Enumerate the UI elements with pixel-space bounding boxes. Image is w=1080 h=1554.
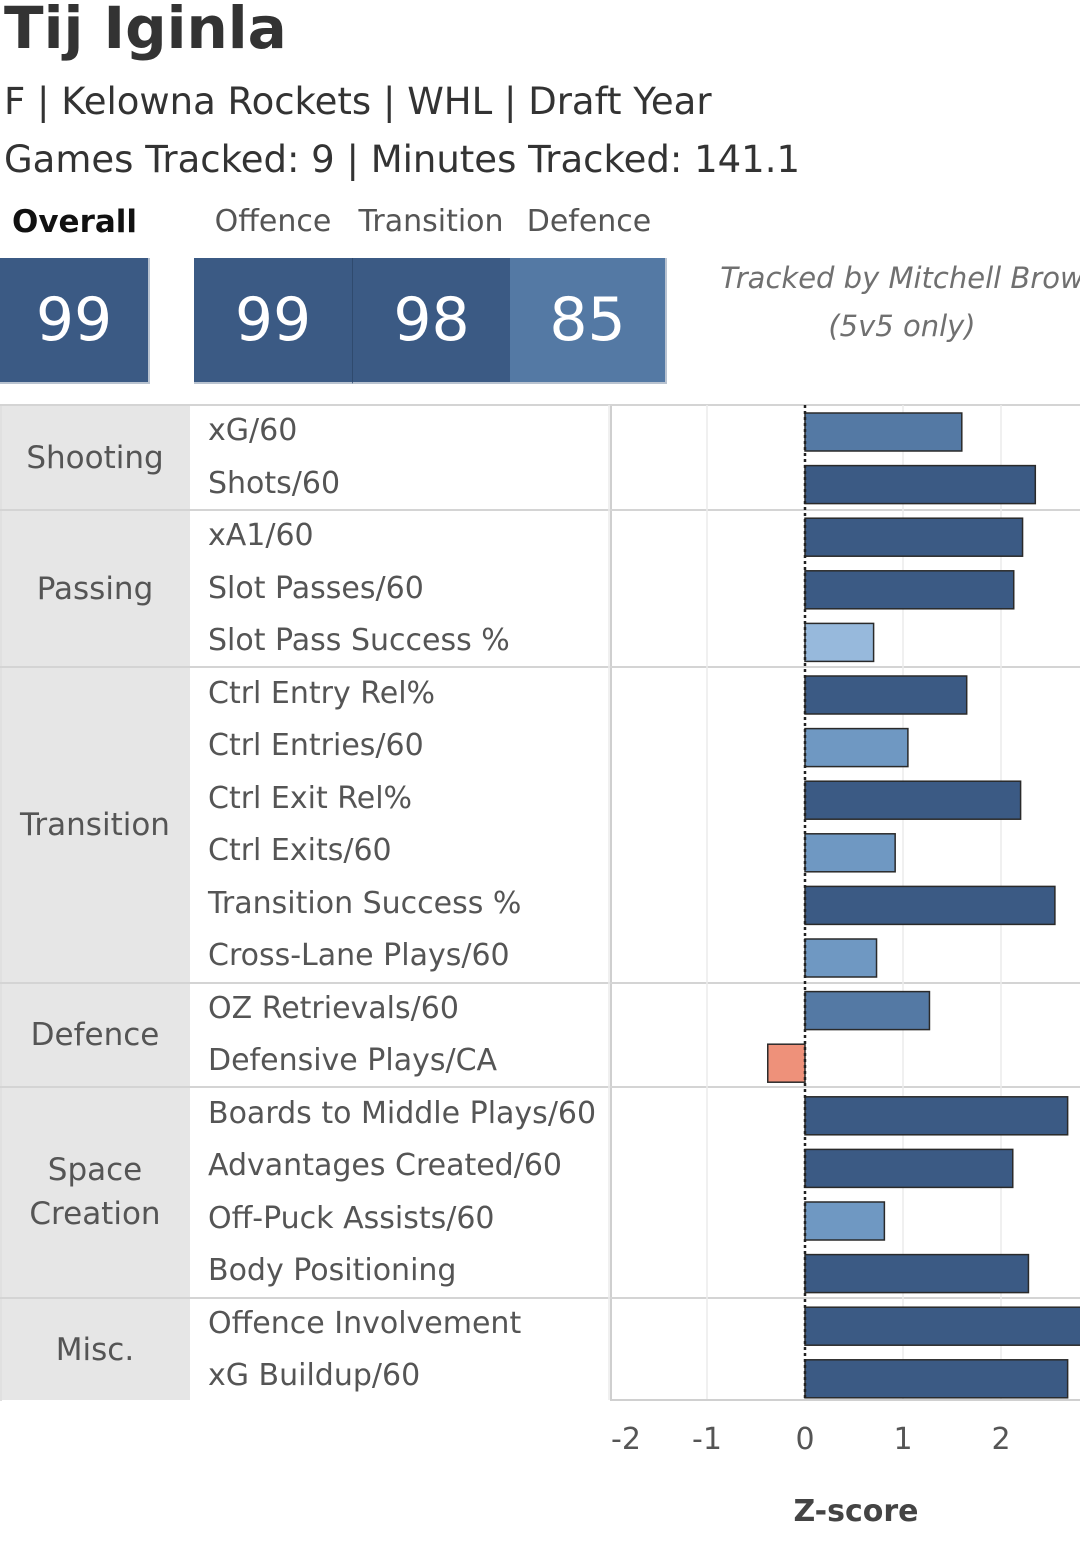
metric-label: Cross-Lane Plays/60 [208, 938, 510, 973]
tracking-summary: Games Tracked: 9 | Minutes Tracked: 141.… [4, 138, 801, 181]
category-shooting: Shooting [26, 440, 164, 476]
defence-header: Defence [526, 204, 652, 239]
group-divider [0, 404, 1080, 406]
bar-transition-success- [804, 885, 1056, 926]
bar-slot-passes-60 [804, 570, 1015, 610]
overall-header: Overall [12, 204, 138, 240]
offence-header: Offence [214, 204, 332, 239]
category-passing: Passing [36, 571, 154, 607]
bar-oz-retrievals-60 [804, 990, 931, 1031]
table-left-border [0, 405, 2, 1401]
offence-score: 99 [194, 258, 352, 384]
metric-label: xG Buildup/60 [208, 1358, 421, 1393]
player-meta: F | Kelowna Rockets | WHL | Draft Year [4, 80, 712, 123]
group-divider [0, 982, 1080, 984]
defence-score: 85 [510, 258, 667, 384]
group-divider [0, 509, 1080, 511]
bar-ctrl-entry-rel- [804, 675, 968, 715]
bar-ctrl-entries-60 [804, 727, 909, 768]
x-axis-label: Z-score [793, 1494, 919, 1529]
metric-label: Transition Success % [208, 886, 522, 921]
metric-label: Advantages Created/60 [208, 1148, 563, 1183]
category-defence: Defence [30, 1017, 160, 1053]
bar-shots-60 [804, 464, 1037, 505]
metric-label: Body Positioning [208, 1253, 457, 1288]
table-divider [610, 405, 612, 1401]
bar-xg-buildup-60 [804, 1359, 1069, 1399]
metric-label: Offence Involvement [208, 1306, 522, 1341]
transition-header: Transition [358, 204, 504, 239]
tracking-credit: Tracked by Mitchell Brow (5v5 only) [672, 254, 1080, 350]
metric-label: Boards to Middle Plays/60 [208, 1096, 597, 1131]
category-column [0, 406, 190, 1400]
metric-label: xG/60 [208, 413, 298, 448]
metric-label: xA1/60 [208, 518, 314, 553]
group-divider [0, 666, 1080, 668]
overall-score: 99 [0, 258, 150, 384]
category-misc: Misc. [55, 1332, 135, 1368]
bar-defensive-plays-ca [767, 1043, 806, 1083]
metric-label: Defensive Plays/CA [208, 1043, 498, 1078]
bar-body-positioning [804, 1253, 1030, 1294]
category-transition: Transition [20, 807, 170, 843]
transition-score: 98 [352, 258, 510, 384]
x-tick-label: 2 [991, 1422, 1011, 1457]
credit-line-1: Tracked by Mitchell Brow [720, 261, 1080, 295]
group-divider [0, 1086, 1080, 1088]
metric-label: Ctrl Exit Rel% [208, 781, 413, 816]
bar-off-puck-assists-60 [804, 1201, 886, 1241]
metric-label: Shots/60 [208, 466, 341, 501]
metric-label: Ctrl Entries/60 [208, 728, 424, 763]
bar-xg-60 [804, 412, 963, 452]
x-tick-label: 0 [795, 1422, 815, 1457]
bar-ctrl-exit-rel- [804, 780, 1022, 820]
metric-label: Off-Puck Assists/60 [208, 1201, 495, 1236]
bar-advantages-created-60 [804, 1148, 1014, 1189]
metric-label: Slot Pass Success % [208, 623, 510, 658]
bar-cross-lane-plays-60 [804, 938, 878, 978]
bar-boards-to-middle-plays-60 [804, 1096, 1069, 1136]
metric-label: Ctrl Entry Rel% [208, 676, 436, 711]
player-name: Tij Iginla [4, 0, 287, 62]
metric-label: Ctrl Exits/60 [208, 833, 392, 868]
bar-slot-pass-success- [804, 622, 875, 663]
metric-label: OZ Retrievals/60 [208, 991, 459, 1026]
group-divider [0, 1297, 1080, 1299]
metric-label: Slot Passes/60 [208, 571, 424, 606]
category-space-creation-2: Creation [29, 1196, 161, 1232]
credit-line-2: (5v5 only) [828, 309, 976, 343]
bar-ctrl-exits-60 [804, 833, 896, 873]
bar-offence-involvement [804, 1306, 1080, 1346]
x-tick-label: -2 [611, 1422, 641, 1457]
bar-xa1-60 [804, 517, 1024, 557]
x-tick-label: 1 [893, 1422, 913, 1457]
category-space-creation-1: Space [47, 1152, 143, 1188]
x-tick-label: -1 [692, 1422, 722, 1457]
